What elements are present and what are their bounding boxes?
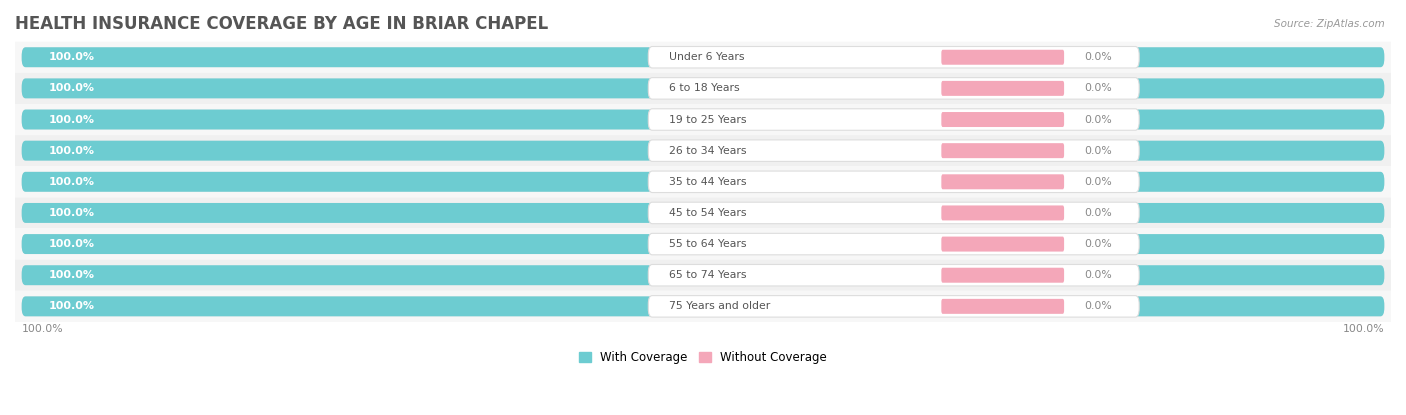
FancyBboxPatch shape bbox=[648, 46, 1139, 68]
FancyBboxPatch shape bbox=[648, 202, 1139, 224]
FancyBboxPatch shape bbox=[942, 143, 1064, 158]
FancyBboxPatch shape bbox=[21, 296, 1385, 316]
Text: 100.0%: 100.0% bbox=[49, 301, 96, 311]
Text: 0.0%: 0.0% bbox=[1084, 146, 1112, 156]
FancyBboxPatch shape bbox=[15, 42, 1391, 73]
Text: 55 to 64 Years: 55 to 64 Years bbox=[669, 239, 747, 249]
FancyBboxPatch shape bbox=[648, 264, 1139, 286]
FancyBboxPatch shape bbox=[648, 140, 1139, 161]
FancyBboxPatch shape bbox=[15, 229, 1391, 260]
FancyBboxPatch shape bbox=[15, 73, 1391, 104]
FancyBboxPatch shape bbox=[942, 205, 1064, 220]
FancyBboxPatch shape bbox=[21, 47, 1385, 67]
Text: 65 to 74 Years: 65 to 74 Years bbox=[669, 270, 747, 280]
FancyBboxPatch shape bbox=[942, 50, 1064, 65]
FancyBboxPatch shape bbox=[15, 104, 1391, 135]
FancyBboxPatch shape bbox=[21, 47, 1385, 67]
FancyBboxPatch shape bbox=[21, 203, 1385, 223]
FancyBboxPatch shape bbox=[21, 141, 1385, 161]
FancyBboxPatch shape bbox=[942, 237, 1064, 251]
Text: 100.0%: 100.0% bbox=[49, 177, 96, 187]
Text: 100.0%: 100.0% bbox=[49, 239, 96, 249]
Text: Source: ZipAtlas.com: Source: ZipAtlas.com bbox=[1274, 19, 1385, 29]
FancyBboxPatch shape bbox=[15, 198, 1391, 229]
FancyBboxPatch shape bbox=[942, 299, 1064, 314]
FancyBboxPatch shape bbox=[21, 172, 1385, 192]
FancyBboxPatch shape bbox=[942, 174, 1064, 189]
Text: Under 6 Years: Under 6 Years bbox=[669, 52, 744, 62]
FancyBboxPatch shape bbox=[21, 78, 1385, 98]
FancyBboxPatch shape bbox=[21, 265, 1385, 285]
FancyBboxPatch shape bbox=[21, 172, 1385, 192]
FancyBboxPatch shape bbox=[648, 295, 1139, 317]
FancyBboxPatch shape bbox=[21, 234, 1385, 254]
Text: 0.0%: 0.0% bbox=[1084, 52, 1112, 62]
FancyBboxPatch shape bbox=[21, 203, 1385, 223]
Text: 0.0%: 0.0% bbox=[1084, 301, 1112, 311]
Text: 0.0%: 0.0% bbox=[1084, 115, 1112, 124]
FancyBboxPatch shape bbox=[21, 234, 1385, 254]
Text: 100.0%: 100.0% bbox=[49, 208, 96, 218]
Text: 100.0%: 100.0% bbox=[1343, 324, 1384, 334]
FancyBboxPatch shape bbox=[15, 166, 1391, 198]
FancyBboxPatch shape bbox=[21, 78, 1385, 98]
FancyBboxPatch shape bbox=[648, 233, 1139, 255]
FancyBboxPatch shape bbox=[15, 291, 1391, 322]
Text: 0.0%: 0.0% bbox=[1084, 239, 1112, 249]
Text: 100.0%: 100.0% bbox=[49, 115, 96, 124]
Text: 6 to 18 Years: 6 to 18 Years bbox=[669, 83, 740, 93]
Legend: With Coverage, Without Coverage: With Coverage, Without Coverage bbox=[574, 346, 832, 369]
FancyBboxPatch shape bbox=[21, 265, 1385, 285]
Text: 100.0%: 100.0% bbox=[22, 324, 63, 334]
Text: 0.0%: 0.0% bbox=[1084, 208, 1112, 218]
Text: 100.0%: 100.0% bbox=[49, 83, 96, 93]
Text: 100.0%: 100.0% bbox=[49, 270, 96, 280]
FancyBboxPatch shape bbox=[648, 109, 1139, 130]
FancyBboxPatch shape bbox=[15, 260, 1391, 291]
Text: 0.0%: 0.0% bbox=[1084, 177, 1112, 187]
Text: 19 to 25 Years: 19 to 25 Years bbox=[669, 115, 747, 124]
FancyBboxPatch shape bbox=[942, 268, 1064, 283]
FancyBboxPatch shape bbox=[21, 296, 1385, 316]
FancyBboxPatch shape bbox=[21, 110, 1385, 129]
FancyBboxPatch shape bbox=[21, 141, 1385, 161]
FancyBboxPatch shape bbox=[942, 81, 1064, 96]
Text: HEALTH INSURANCE COVERAGE BY AGE IN BRIAR CHAPEL: HEALTH INSURANCE COVERAGE BY AGE IN BRIA… bbox=[15, 15, 548, 33]
FancyBboxPatch shape bbox=[942, 112, 1064, 127]
Text: 0.0%: 0.0% bbox=[1084, 270, 1112, 280]
Text: 100.0%: 100.0% bbox=[49, 146, 96, 156]
Text: 0.0%: 0.0% bbox=[1084, 83, 1112, 93]
FancyBboxPatch shape bbox=[21, 110, 1385, 129]
FancyBboxPatch shape bbox=[15, 135, 1391, 166]
FancyBboxPatch shape bbox=[648, 78, 1139, 99]
Text: 100.0%: 100.0% bbox=[49, 52, 96, 62]
FancyBboxPatch shape bbox=[648, 171, 1139, 193]
Text: 75 Years and older: 75 Years and older bbox=[669, 301, 770, 311]
Text: 26 to 34 Years: 26 to 34 Years bbox=[669, 146, 747, 156]
Text: 35 to 44 Years: 35 to 44 Years bbox=[669, 177, 747, 187]
Text: 45 to 54 Years: 45 to 54 Years bbox=[669, 208, 747, 218]
